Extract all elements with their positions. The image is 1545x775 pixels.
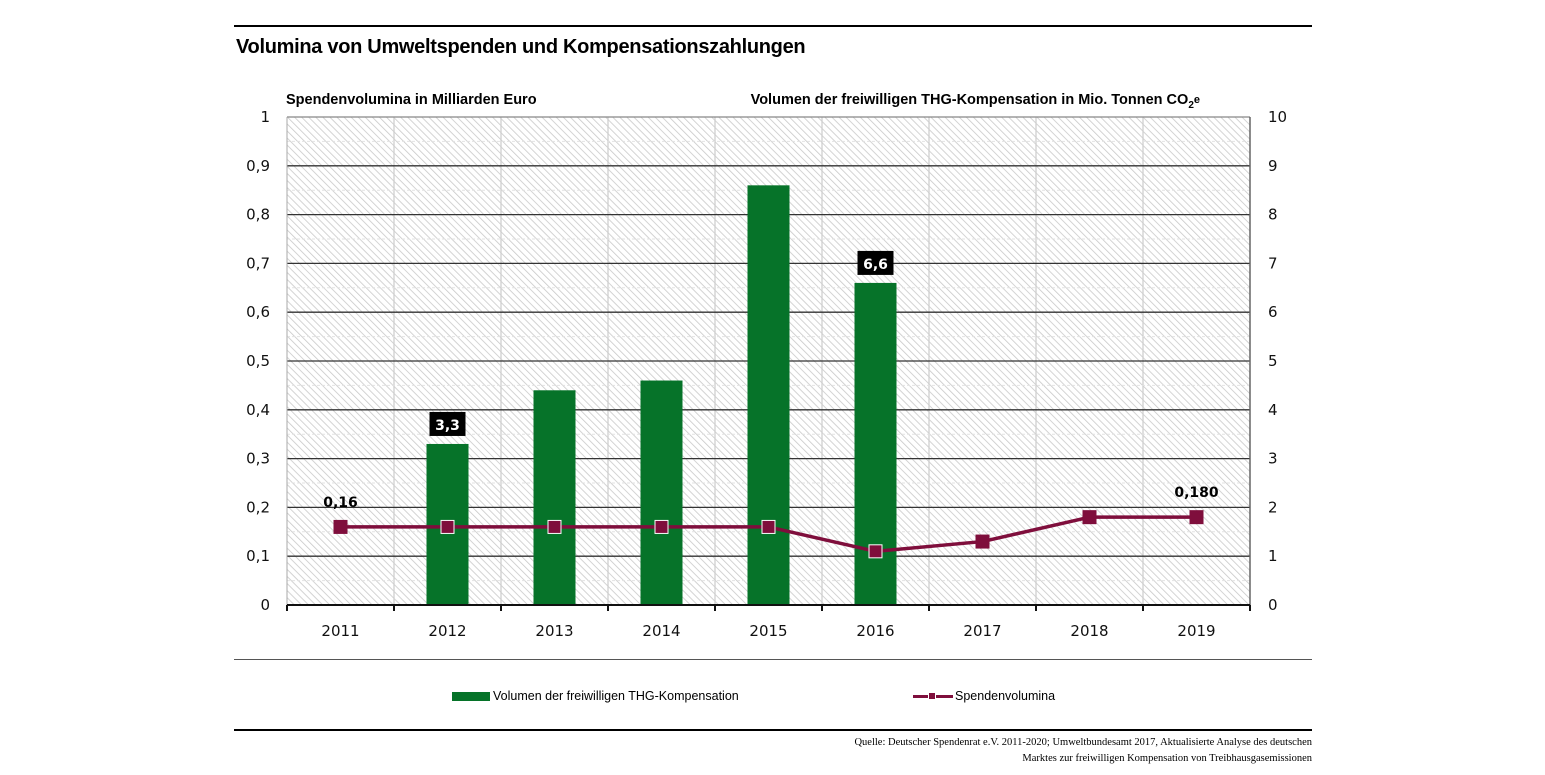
right-tick-label: 6 — [1268, 303, 1278, 321]
line-data-label: 0,16 — [323, 495, 358, 511]
line-point-2017 — [975, 534, 990, 549]
bar-data-label: 3,3 — [435, 418, 460, 434]
line-point-2015 — [761, 519, 776, 534]
bar-2013 — [533, 390, 576, 605]
line-point-2018 — [1082, 510, 1097, 525]
left-tick-label: 0,4 — [246, 401, 270, 419]
source-divider — [234, 729, 1312, 731]
left-tick-label: 0,6 — [246, 303, 270, 321]
left-tick-label: 0,9 — [246, 157, 270, 175]
right-tick-label: 2 — [1268, 498, 1278, 516]
x-tick-label: 2019 — [1177, 622, 1215, 640]
line-point-2011 — [333, 519, 348, 534]
right-tick-label: 9 — [1268, 157, 1278, 175]
right-tick-label: 8 — [1268, 206, 1278, 224]
chart-svg: Spendenvolumina in Milliarden Euro Volum… — [246, 92, 1287, 640]
bar-2015 — [747, 185, 790, 605]
bar-data-label-box — [429, 411, 466, 436]
right-tick-label: 10 — [1268, 108, 1287, 126]
legend-label: Spendenvolumina — [955, 689, 1056, 703]
legend-label: Volumen der freiwilligen THG-Kompensatio… — [493, 689, 739, 703]
line-point-2016 — [868, 544, 883, 559]
legend-divider — [234, 659, 1312, 660]
line-point-2012 — [440, 519, 455, 534]
x-tick-label: 2011 — [321, 622, 359, 640]
legend-item-kompensation: Volumen der freiwilligen THG-Kompensatio… — [452, 688, 739, 704]
left-tick-label: 1 — [260, 108, 270, 126]
line-point-2019 — [1189, 510, 1204, 525]
right-tick-label: 5 — [1268, 352, 1278, 370]
bar-2014 — [640, 380, 683, 605]
line-point-2014 — [654, 519, 669, 534]
line-data-label: 0,180 — [1174, 485, 1219, 501]
left-tick-label: 0,3 — [246, 450, 270, 468]
source-line-2: Marktes zur freiwilligen Kompensation vo… — [1022, 753, 1312, 764]
right-tick-label: 3 — [1268, 450, 1278, 468]
x-tick-label: 2013 — [535, 622, 573, 640]
right-tick-label: 0 — [1268, 596, 1278, 614]
left-tick-label: 0,8 — [246, 206, 270, 224]
line-point-2013 — [547, 519, 562, 534]
chart-title: Volumina von Umweltspenden und Kompensat… — [236, 36, 806, 58]
left-tick-label: 0,7 — [246, 254, 270, 272]
x-tick-label: 2016 — [856, 622, 894, 640]
bar-data-label: 6,6 — [863, 257, 888, 273]
left-tick-label: 0 — [260, 596, 270, 614]
left-tick-label: 0,2 — [246, 498, 270, 516]
right-axis-title: Volumen der freiwilligen THG-Kompensatio… — [751, 92, 1200, 111]
legend-item-spendenvolumina: Spendenvolumina — [913, 688, 1055, 704]
legend-line-swatch — [913, 691, 953, 701]
right-tick-label: 4 — [1268, 401, 1278, 419]
x-tick-label: 2018 — [1070, 622, 1108, 640]
bar-data-label-box — [857, 250, 894, 275]
right-tick-label: 1 — [1268, 547, 1278, 565]
top-rule — [234, 25, 1312, 27]
x-tick-label: 2012 — [428, 622, 466, 640]
source-note: Quelle: Deutscher Spendenrat e.V. 2011-2… — [854, 735, 1312, 767]
right-tick-label: 7 — [1268, 254, 1278, 272]
source-line-1: Quelle: Deutscher Spendenrat e.V. 2011-2… — [854, 737, 1312, 748]
x-tick-label: 2017 — [963, 622, 1001, 640]
left-tick-label: 0,5 — [246, 352, 270, 370]
left-tick-label: 0,1 — [246, 547, 270, 565]
legend: Volumen der freiwilligen THG-Kompensatio… — [0, 688, 1545, 704]
x-tick-label: 2015 — [749, 622, 787, 640]
left-axis-title: Spendenvolumina in Milliarden Euro — [286, 92, 537, 108]
legend-bar-swatch — [452, 691, 490, 701]
x-tick-label: 2014 — [642, 622, 680, 640]
